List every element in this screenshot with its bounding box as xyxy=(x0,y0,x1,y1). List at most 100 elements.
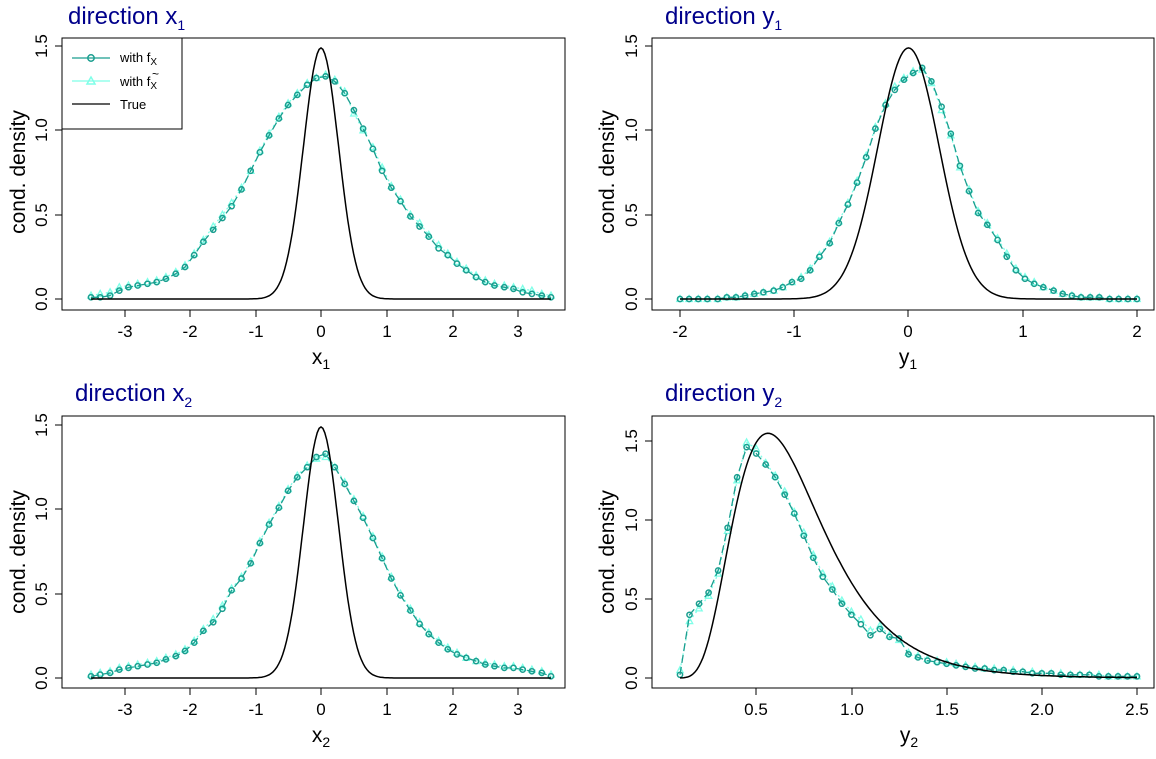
x-tick-label: 3 xyxy=(513,700,522,719)
y-tick-label: 0.5 xyxy=(32,203,51,227)
x-tick-label: -1 xyxy=(248,700,263,719)
data-point xyxy=(857,620,865,628)
data-point xyxy=(209,226,217,234)
data-point xyxy=(350,106,358,114)
data-point xyxy=(425,233,433,240)
y-tick-label: 1.0 xyxy=(622,508,641,532)
y-tick-label: 1.5 xyxy=(32,34,51,58)
y-axis-label: cond. density xyxy=(596,490,619,614)
data-point xyxy=(115,666,123,673)
data-point xyxy=(872,125,879,132)
data-point xyxy=(453,651,461,658)
series-line-with-fx xyxy=(680,67,1137,300)
data-point xyxy=(284,487,292,495)
data-point xyxy=(1003,253,1011,261)
y-tick-label: 0.0 xyxy=(622,287,641,311)
x-tick-label: 2.5 xyxy=(1125,700,1149,719)
data-point xyxy=(444,251,452,259)
y-axis: 0.0 0.5 1.0 1.5 cond. density xyxy=(7,34,63,311)
x-tick-label: -1 xyxy=(248,322,263,341)
data-point xyxy=(933,658,941,666)
data-point xyxy=(462,654,470,662)
data-point xyxy=(106,669,114,677)
data-point xyxy=(924,657,931,664)
data-point xyxy=(779,283,787,291)
data-point xyxy=(547,293,555,301)
data-point xyxy=(914,654,922,661)
data-point xyxy=(500,664,508,672)
series-line-with-fx xyxy=(679,446,1137,678)
data-point xyxy=(1124,673,1131,680)
y-tick-label: 1.5 xyxy=(32,413,51,437)
data-point xyxy=(134,282,142,289)
data-point xyxy=(519,288,527,296)
x-tick-label: 1 xyxy=(382,700,391,719)
data-point xyxy=(181,263,189,271)
data-point xyxy=(955,162,965,171)
data-point xyxy=(407,607,414,614)
data-point xyxy=(938,103,945,111)
data-point xyxy=(844,201,852,208)
series-marks xyxy=(86,425,556,680)
data-point xyxy=(990,666,998,674)
data-point xyxy=(125,664,132,672)
data-point xyxy=(732,293,740,301)
data-point xyxy=(867,631,874,639)
data-point xyxy=(900,76,908,84)
data-point xyxy=(853,179,861,186)
x-tick-label: 2.0 xyxy=(1030,700,1054,719)
data-point xyxy=(275,115,283,122)
y-tick-label: 0.5 xyxy=(622,203,641,227)
data-point xyxy=(106,292,114,299)
x-tick-label: -2 xyxy=(182,700,197,719)
data-point xyxy=(444,645,452,653)
data-point xyxy=(781,491,789,498)
data-point xyxy=(527,285,537,294)
data-point xyxy=(397,592,404,599)
data-point xyxy=(1028,669,1036,677)
x-tick-label: -2 xyxy=(672,322,687,341)
data-point xyxy=(752,450,760,457)
data-point xyxy=(1077,293,1085,301)
data-point xyxy=(359,514,367,522)
x-tick-label: 1 xyxy=(1018,322,1027,341)
data-point xyxy=(510,285,517,293)
x-tick-label: 0 xyxy=(903,322,912,341)
data-point xyxy=(256,148,264,156)
data-point xyxy=(1039,283,1047,291)
data-point xyxy=(538,292,546,299)
series-line-true xyxy=(91,46,551,300)
data-point xyxy=(947,130,955,138)
data-point xyxy=(800,532,808,540)
data-point xyxy=(181,647,189,655)
y-axis: 0.0 0.5 1.0 1.5 cond. density xyxy=(596,429,653,690)
data-point xyxy=(322,450,329,458)
legend-label: True xyxy=(120,97,146,112)
data-point xyxy=(359,125,367,132)
x-tick-label: 1.5 xyxy=(935,700,959,719)
data-point xyxy=(265,521,273,528)
data-point xyxy=(686,611,693,619)
data-point xyxy=(760,288,767,296)
data-point xyxy=(528,667,536,675)
panel-direction-x2: direction x2 0.0 0.5 1.0 1.5 cond. densi… xyxy=(7,380,566,750)
data-point xyxy=(809,554,817,562)
y-axis: 0.0 0.5 1.0 1.5 cond. density xyxy=(596,34,653,311)
data-point xyxy=(809,549,818,558)
data-point xyxy=(238,575,245,582)
data-point xyxy=(416,223,423,230)
data-point xyxy=(797,275,805,283)
data-point xyxy=(303,463,311,471)
series-line-true xyxy=(680,47,1137,300)
x-axis-label: y2 xyxy=(900,724,919,750)
data-point xyxy=(750,290,758,298)
y-axis-label: cond. density xyxy=(7,490,30,614)
legend-marker-triangle xyxy=(85,75,97,85)
data-point xyxy=(806,266,814,274)
data-point xyxy=(190,251,198,259)
data-point xyxy=(770,287,778,294)
data-point xyxy=(172,270,180,278)
data-point xyxy=(956,162,964,170)
data-point xyxy=(965,187,973,195)
y-axis: 0.0 0.5 1.0 1.5 cond. density xyxy=(7,413,63,690)
